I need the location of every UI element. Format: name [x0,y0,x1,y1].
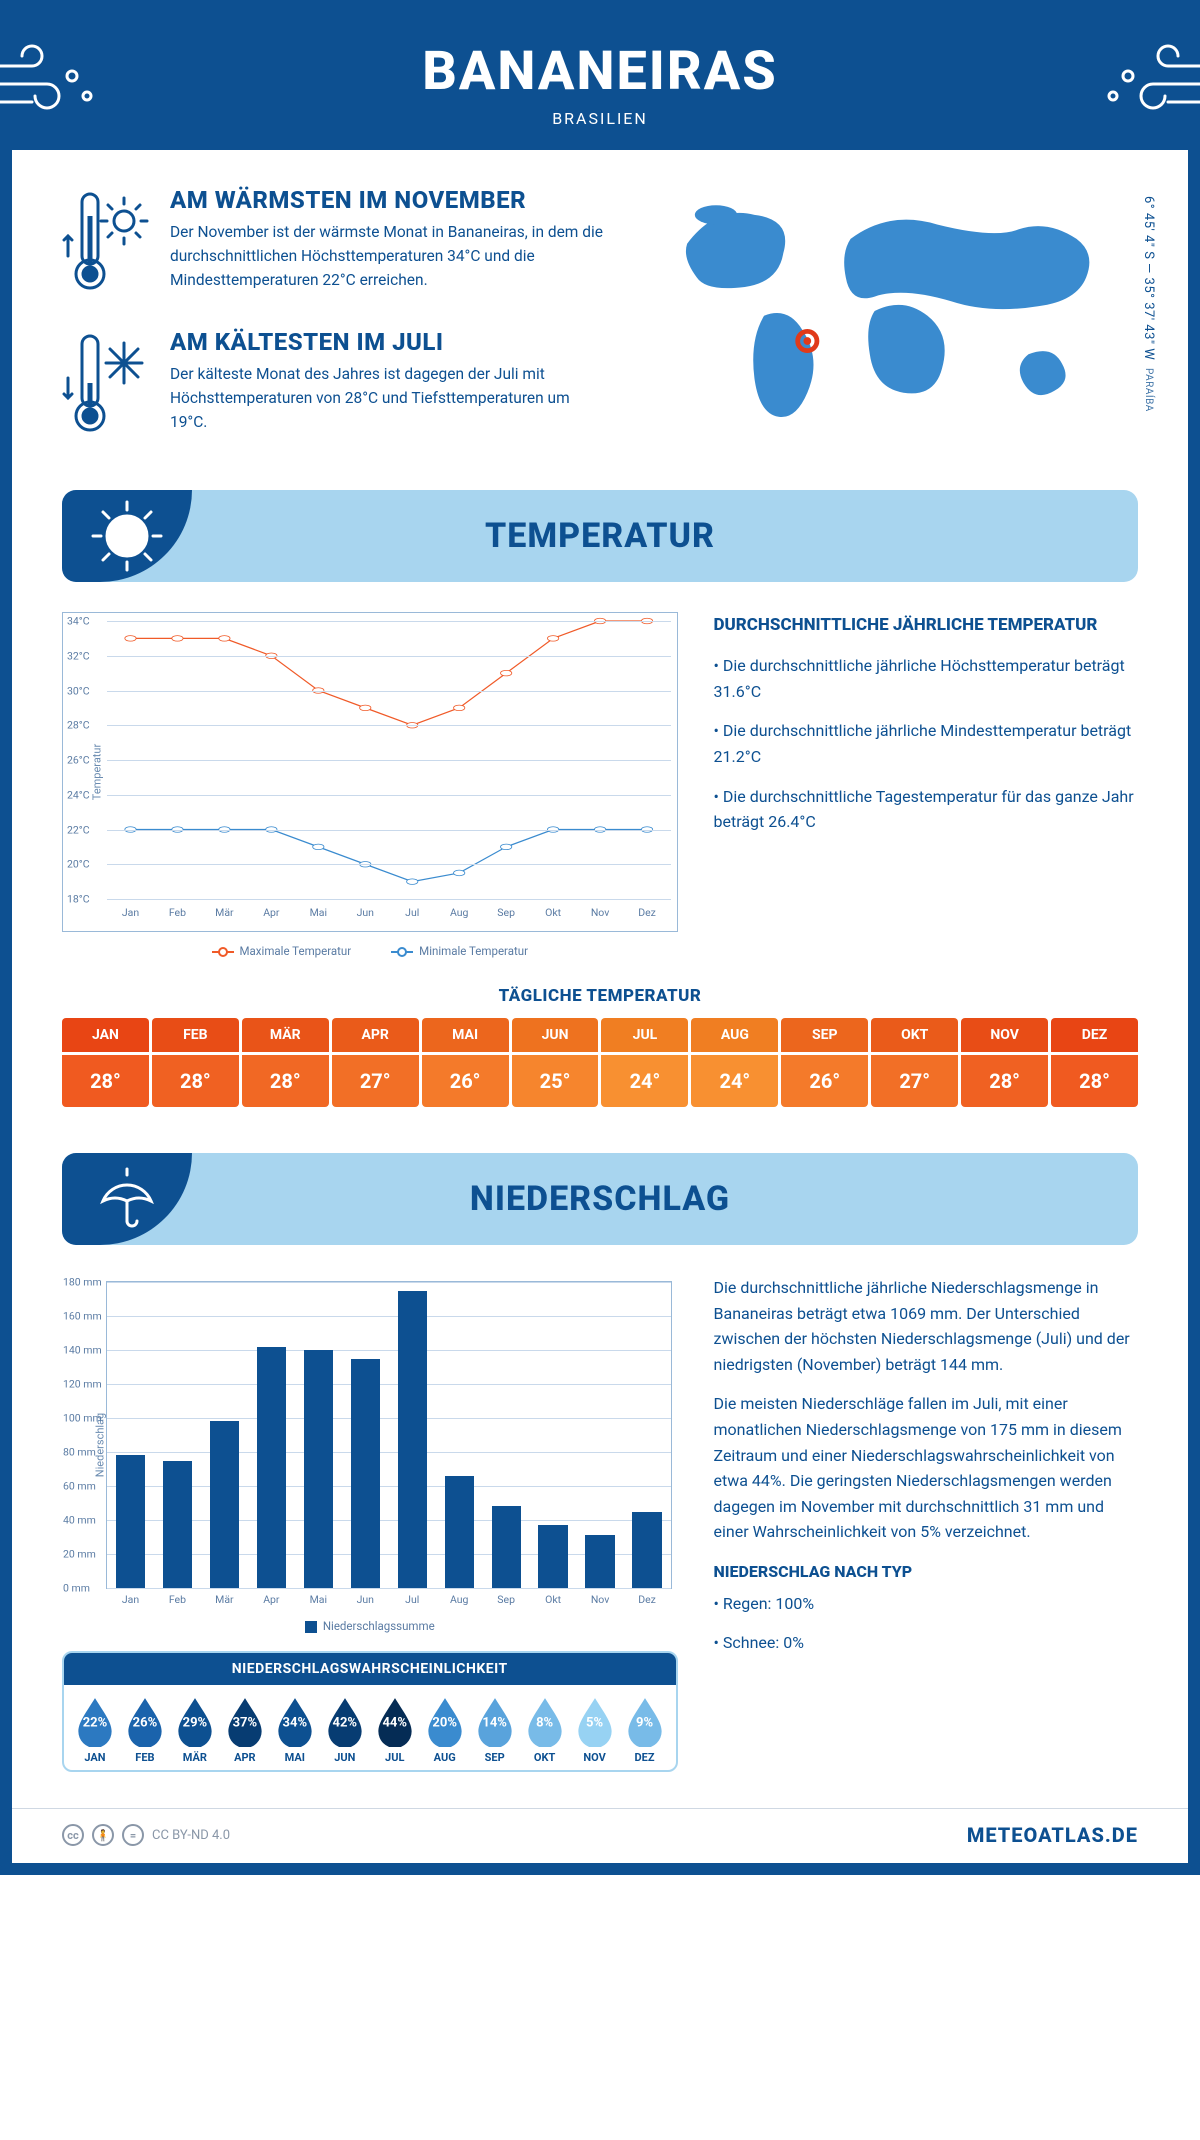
by-icon: 🧍 [92,1824,114,1846]
precipitation-legend: Niederschlagssumme [62,1619,678,1633]
daily-temp-table: JANFEBMÄRAPRMAIJUNJULAUGSEPOKTNOVDEZ28°2… [62,1018,1138,1107]
temperature-notes: DURCHSCHNITTLICHE JÄHRLICHE TEMPERATUR •… [714,612,1138,958]
temperature-line-chart: Temperatur 18°C20°C22°C24°C26°C28°C30°C3… [62,612,678,932]
fact-warmest-heading: AM WÄRMSTEN IM NOVEMBER [170,186,610,214]
header: BANANEIRAS BRASILIEN [12,12,1188,150]
coordinates: 6° 45' 4" S — 35° 37' 43" W PARAÍBA [1141,196,1156,412]
cc-icon: cc [62,1824,84,1846]
wind-icon-left [0,36,112,126]
section-precipitation: NIEDERSCHLAG [62,1153,1138,1245]
thermometer-hot-icon [62,186,152,296]
precipitation-bar-chart: Niederschlag 0 mm20 mm40 mm60 mm80 mm100… [62,1275,678,1615]
page-title: BANANEIRAS [32,40,1168,103]
fact-coldest-heading: AM KÄLTESTEN IM JULI [170,328,610,356]
footer: cc 🧍 = CC BY-ND 4.0 METEOATLAS.DE [12,1808,1188,1863]
temperature-legend: Maximale Temperatur Minimale Temperatur [62,944,678,958]
umbrella-icon [91,1163,163,1235]
daily-temp-title: TÄGLICHE TEMPERATUR [62,986,1138,1006]
nd-icon: = [122,1824,144,1846]
wind-icon-right [1088,36,1200,126]
fact-coldest-text: Der kälteste Monat des Jahres ist dagege… [170,362,610,434]
fact-warmest: AM WÄRMSTEN IM NOVEMBER Der November ist… [62,186,610,300]
precipitation-notes: Die durchschnittliche jährliche Niedersc… [714,1275,1138,1772]
license-text: CC BY-ND 4.0 [152,1828,230,1843]
site-name: METEOATLAS.DE [967,1823,1138,1847]
world-map [640,186,1138,436]
fact-coldest: AM KÄLTESTEN IM JULI Der kälteste Monat … [62,328,610,442]
page-subtitle: BRASILIEN [32,109,1168,128]
sun-icon [87,496,167,576]
section-temperature: TEMPERATUR [62,490,1138,582]
fact-warmest-text: Der November ist der wärmste Monat in Ba… [170,220,610,292]
thermometer-cold-icon [62,328,152,438]
precipitation-probability: NIEDERSCHLAGSWAHRSCHEINLICHKEIT 22%JAN26… [62,1651,678,1772]
